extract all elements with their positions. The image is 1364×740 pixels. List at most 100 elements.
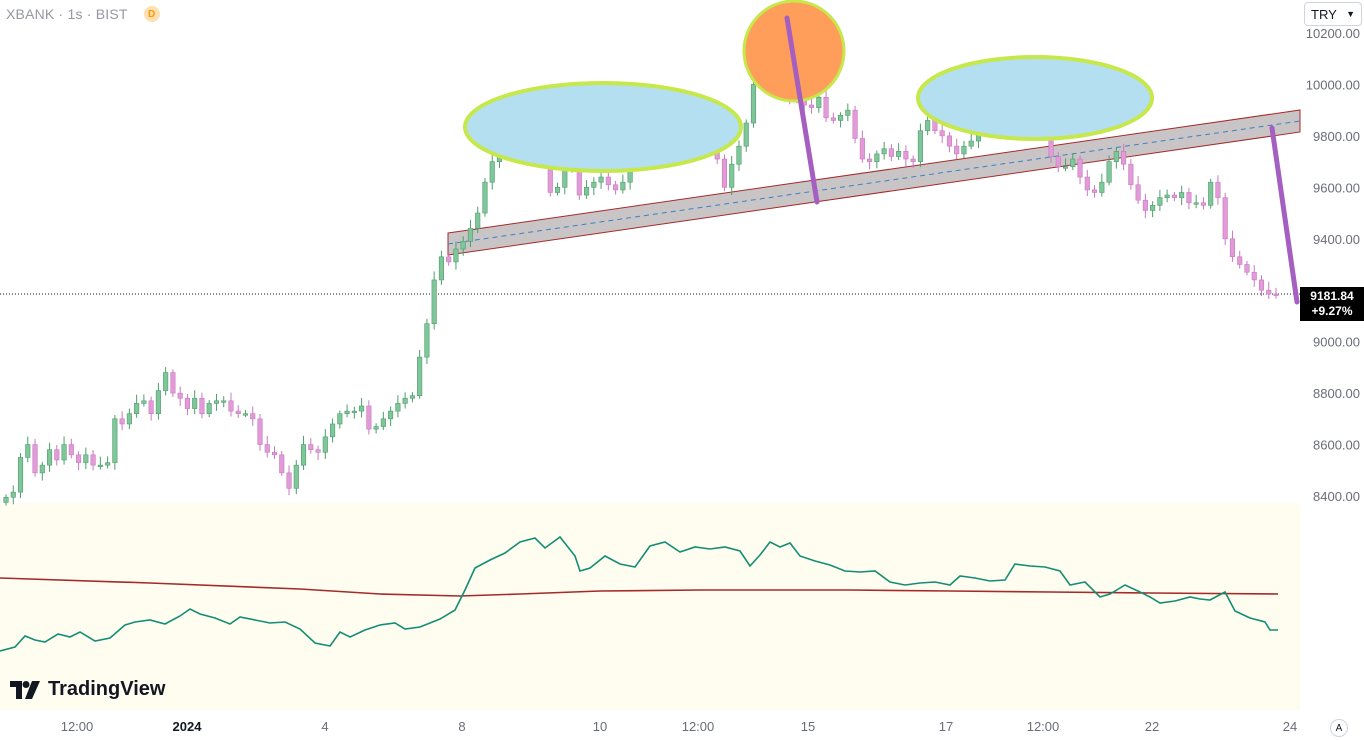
candle-down xyxy=(366,405,372,430)
candle-up xyxy=(373,426,379,430)
candle-down xyxy=(199,397,205,414)
candle-up xyxy=(845,109,851,116)
candle-down xyxy=(1121,151,1127,165)
candle-up xyxy=(10,491,16,498)
candle-up xyxy=(1164,194,1170,198)
candle-down xyxy=(1171,194,1177,198)
candle-down xyxy=(54,449,60,461)
time-axis[interactable]: 12:00 2024 4 8 10 12:00 15 17 12:00 22 24 xyxy=(61,719,1298,734)
currency-value: TRY xyxy=(1311,6,1337,22)
candle-down xyxy=(1055,156,1061,168)
candle-up xyxy=(402,397,408,404)
candle-down xyxy=(308,444,314,450)
candle-down xyxy=(823,97,829,119)
candle-up xyxy=(192,397,198,409)
candle-up xyxy=(881,148,887,155)
currency-selector[interactable]: TRY ▼ xyxy=(1304,2,1362,26)
candle-down xyxy=(177,392,183,399)
symbol-header[interactable]: XBANK · 1s · BIST D xyxy=(6,5,160,23)
candle-up xyxy=(134,403,140,414)
candle-down xyxy=(888,148,894,157)
candle-up xyxy=(388,410,394,420)
candle-up xyxy=(438,256,444,281)
candle-down xyxy=(271,451,278,456)
indicator-main-line xyxy=(0,535,1278,652)
candle-down xyxy=(446,256,452,263)
logo-text: TradingView xyxy=(48,678,166,700)
candle-up xyxy=(489,161,495,183)
candle-down xyxy=(170,372,176,394)
candle-up xyxy=(917,130,923,162)
candle-up xyxy=(221,400,227,403)
candle-up xyxy=(475,212,481,229)
candle-up xyxy=(83,454,89,463)
candle-up xyxy=(584,187,590,196)
symbol-info[interactable]: XBANK · 1s · BIST xyxy=(6,6,128,22)
candle-down xyxy=(235,410,241,414)
time-tick-label: 8 xyxy=(458,719,465,734)
candle-up xyxy=(750,84,757,124)
candle-down xyxy=(867,158,873,162)
candle-down xyxy=(1084,176,1090,191)
candle-down xyxy=(903,151,909,160)
price-tick-label: 8400.00 xyxy=(1313,489,1360,504)
candle-down xyxy=(954,145,960,155)
data-delay-badge[interactable]: D xyxy=(143,6,160,22)
candle-up xyxy=(1106,161,1112,183)
candle-down xyxy=(279,454,285,474)
candle-up xyxy=(155,390,161,414)
candle-down xyxy=(1222,197,1228,240)
price-tick-label: 10200.00 xyxy=(1306,26,1360,41)
price-axis[interactable]: 10200.00 10000.00 9800.00 9600.00 9400.00 900… xyxy=(1306,26,1360,504)
candle-down xyxy=(1229,238,1236,258)
candle-down xyxy=(1266,289,1272,295)
candle-down xyxy=(613,184,619,191)
time-tick-label: 4 xyxy=(321,719,328,734)
candle-up xyxy=(1099,181,1105,193)
candle-down xyxy=(1258,279,1265,291)
time-tick-label: 24 xyxy=(1283,719,1297,734)
price-tick-label: 9000.00 xyxy=(1313,335,1360,350)
candle-up xyxy=(874,153,880,162)
candle-up xyxy=(126,413,132,425)
candle-up xyxy=(838,115,844,121)
candle-up xyxy=(322,436,328,453)
candle-down xyxy=(910,158,916,162)
candle-down xyxy=(68,444,74,456)
candle-down xyxy=(257,418,263,445)
left-shoulder-ellipse[interactable] xyxy=(463,81,743,173)
candle-up xyxy=(25,444,31,458)
candle-up xyxy=(1208,181,1214,206)
arrow-line-head[interactable] xyxy=(784,15,820,205)
arrow-line-right[interactable] xyxy=(1269,125,1300,305)
candle-up xyxy=(344,410,350,414)
candle-down xyxy=(946,135,952,147)
candle-up xyxy=(736,145,742,165)
candle-down xyxy=(859,138,865,160)
candle-up xyxy=(417,356,423,396)
candle-down xyxy=(32,444,38,474)
candle-down xyxy=(1200,202,1206,206)
candle-up xyxy=(1070,158,1076,168)
candle-up xyxy=(591,181,597,188)
price-tick-label: 9600.00 xyxy=(1313,180,1360,195)
candle-up xyxy=(896,151,902,157)
candle-up xyxy=(1062,166,1069,169)
candle-down xyxy=(184,397,190,409)
candle-up xyxy=(293,464,299,489)
indicator-signal-line xyxy=(0,577,1279,597)
candle-up xyxy=(380,418,386,427)
candle-down xyxy=(315,449,321,453)
auto-scale-button[interactable]: A xyxy=(1330,719,1348,737)
candle-up xyxy=(598,176,604,183)
candle-up xyxy=(467,228,474,242)
candle-down xyxy=(1273,293,1279,296)
trend-channel[interactable] xyxy=(447,109,1301,256)
candle-up xyxy=(620,181,626,191)
right-shoulder-ellipse[interactable] xyxy=(916,55,1154,141)
candle-down xyxy=(1128,163,1134,186)
candle-up xyxy=(97,464,103,467)
candle-up xyxy=(925,120,931,132)
tradingview-logo[interactable]: TradingView xyxy=(10,678,165,701)
